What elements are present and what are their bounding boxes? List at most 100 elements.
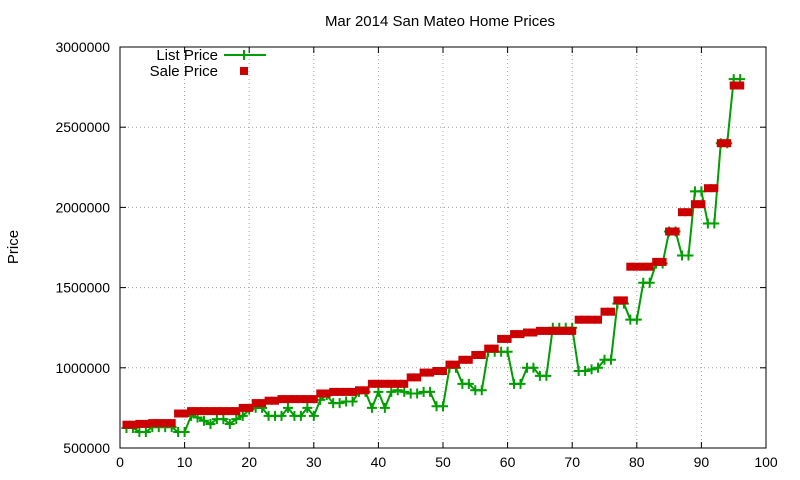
sale-price-point	[490, 344, 499, 353]
list-price-point	[580, 366, 591, 377]
sale-price-point	[535, 326, 544, 335]
sale-price-point	[523, 328, 531, 337]
sale-price-point	[335, 387, 344, 396]
sale-price-point	[387, 379, 396, 388]
sale-price-point	[555, 326, 564, 335]
sale-price-point	[594, 315, 602, 324]
sale-price-point	[581, 315, 590, 324]
sale-price-point	[367, 379, 376, 388]
sale-price-point	[206, 407, 215, 416]
sale-price-point	[167, 419, 176, 428]
list-price-point	[709, 218, 720, 229]
list-price-point	[644, 277, 655, 288]
list-price-series	[121, 74, 746, 437]
sale-price-point	[652, 257, 661, 266]
sale-price-point	[355, 386, 363, 395]
list-price-point	[205, 418, 216, 429]
sale-price-point	[645, 262, 654, 271]
sale-price-point	[193, 407, 202, 416]
sale-price-point	[200, 407, 208, 416]
sale-price-point	[574, 315, 583, 324]
list-price-point	[586, 364, 597, 375]
list-price-point	[302, 402, 313, 413]
sale-price-point	[329, 387, 338, 396]
plot-frame	[119, 46, 767, 449]
sale-price-point	[154, 419, 163, 428]
sale-price-point	[322, 389, 331, 398]
list-price-point	[541, 370, 552, 381]
x-tick-label: 0	[116, 454, 124, 470]
sale-price-point	[729, 81, 738, 90]
list-price-point	[683, 250, 694, 261]
axis-ticks: 0 10 20 30 40 50 60 70 80 90 100 500000 1000000 15000…	[55, 39, 777, 470]
sale-price-point	[464, 355, 473, 364]
y-tick-label: 2000000	[55, 199, 110, 215]
sale-price-point	[703, 184, 712, 193]
legend-label-list: List Price	[156, 47, 218, 64]
x-tick-label: 50	[435, 454, 451, 470]
sale-price-point	[309, 395, 318, 404]
list-price-point	[379, 402, 390, 413]
sale-price-point	[619, 296, 628, 305]
y-tick-label: 1500000	[55, 280, 110, 296]
x-tick-label: 40	[371, 454, 387, 470]
sale-price-point	[561, 326, 570, 335]
y-axis-label: Price	[5, 230, 22, 264]
sale-price-point	[342, 387, 351, 396]
sale-price-point	[516, 330, 525, 339]
y-tick-label: 500000	[63, 440, 110, 456]
sale-price-point	[413, 373, 422, 382]
y-tick-label: 3000000	[55, 39, 110, 55]
sale-price-point	[219, 407, 228, 416]
list-price-point	[631, 314, 642, 325]
legend: List Price Sale Price	[150, 47, 266, 80]
sale-price-point	[690, 200, 699, 209]
sale-price-point	[161, 419, 170, 428]
list-price-point	[276, 410, 287, 421]
list-price-point	[463, 378, 474, 389]
sale-price-point	[284, 395, 292, 404]
list-price-point	[237, 410, 248, 421]
sale-price-point	[639, 262, 648, 271]
y-tick-label: 2500000	[55, 119, 110, 135]
legend-label-sale: Sale Price	[150, 63, 218, 80]
list-price-point	[528, 362, 539, 373]
sale-price-point	[723, 139, 732, 148]
x-tick-label: 60	[500, 454, 516, 470]
sale-price-point	[678, 208, 686, 217]
sale-price-point	[135, 419, 144, 428]
sale-price-point	[684, 208, 693, 217]
sale-price-point	[148, 419, 157, 428]
sale-price-point	[445, 360, 454, 369]
sale-price-point	[290, 395, 299, 404]
sale-price-point	[632, 262, 641, 271]
sale-price-point	[174, 409, 183, 418]
sale-price-point	[316, 389, 325, 398]
sale-price-point	[736, 81, 745, 90]
list-price-point	[308, 410, 319, 421]
x-tick-label: 70	[564, 454, 580, 470]
sale-price-point	[613, 296, 622, 305]
sale-price-point	[251, 399, 260, 408]
sale-price-point	[180, 409, 189, 418]
list-price-point	[438, 401, 448, 412]
list-price-point	[366, 402, 377, 413]
sale-price-point	[277, 395, 286, 404]
sale-price-point	[600, 307, 609, 316]
list-price-point	[282, 402, 293, 413]
sale-price-point	[568, 326, 577, 335]
sale-price-point	[393, 379, 402, 388]
list-price-point	[399, 386, 410, 397]
sale-price-point	[665, 227, 674, 236]
list-price-point	[295, 410, 306, 421]
sale-price-point	[503, 334, 512, 343]
legend-swatch-sale	[240, 67, 248, 75]
sale-price-point	[439, 367, 447, 375]
list-price-point	[373, 386, 384, 397]
sale-price-point	[710, 184, 719, 193]
sale-price-point	[406, 373, 415, 382]
list-price-point	[231, 414, 242, 425]
list-price-point	[593, 362, 604, 373]
sale-price-point	[548, 326, 557, 335]
sale-price-point	[361, 386, 370, 395]
